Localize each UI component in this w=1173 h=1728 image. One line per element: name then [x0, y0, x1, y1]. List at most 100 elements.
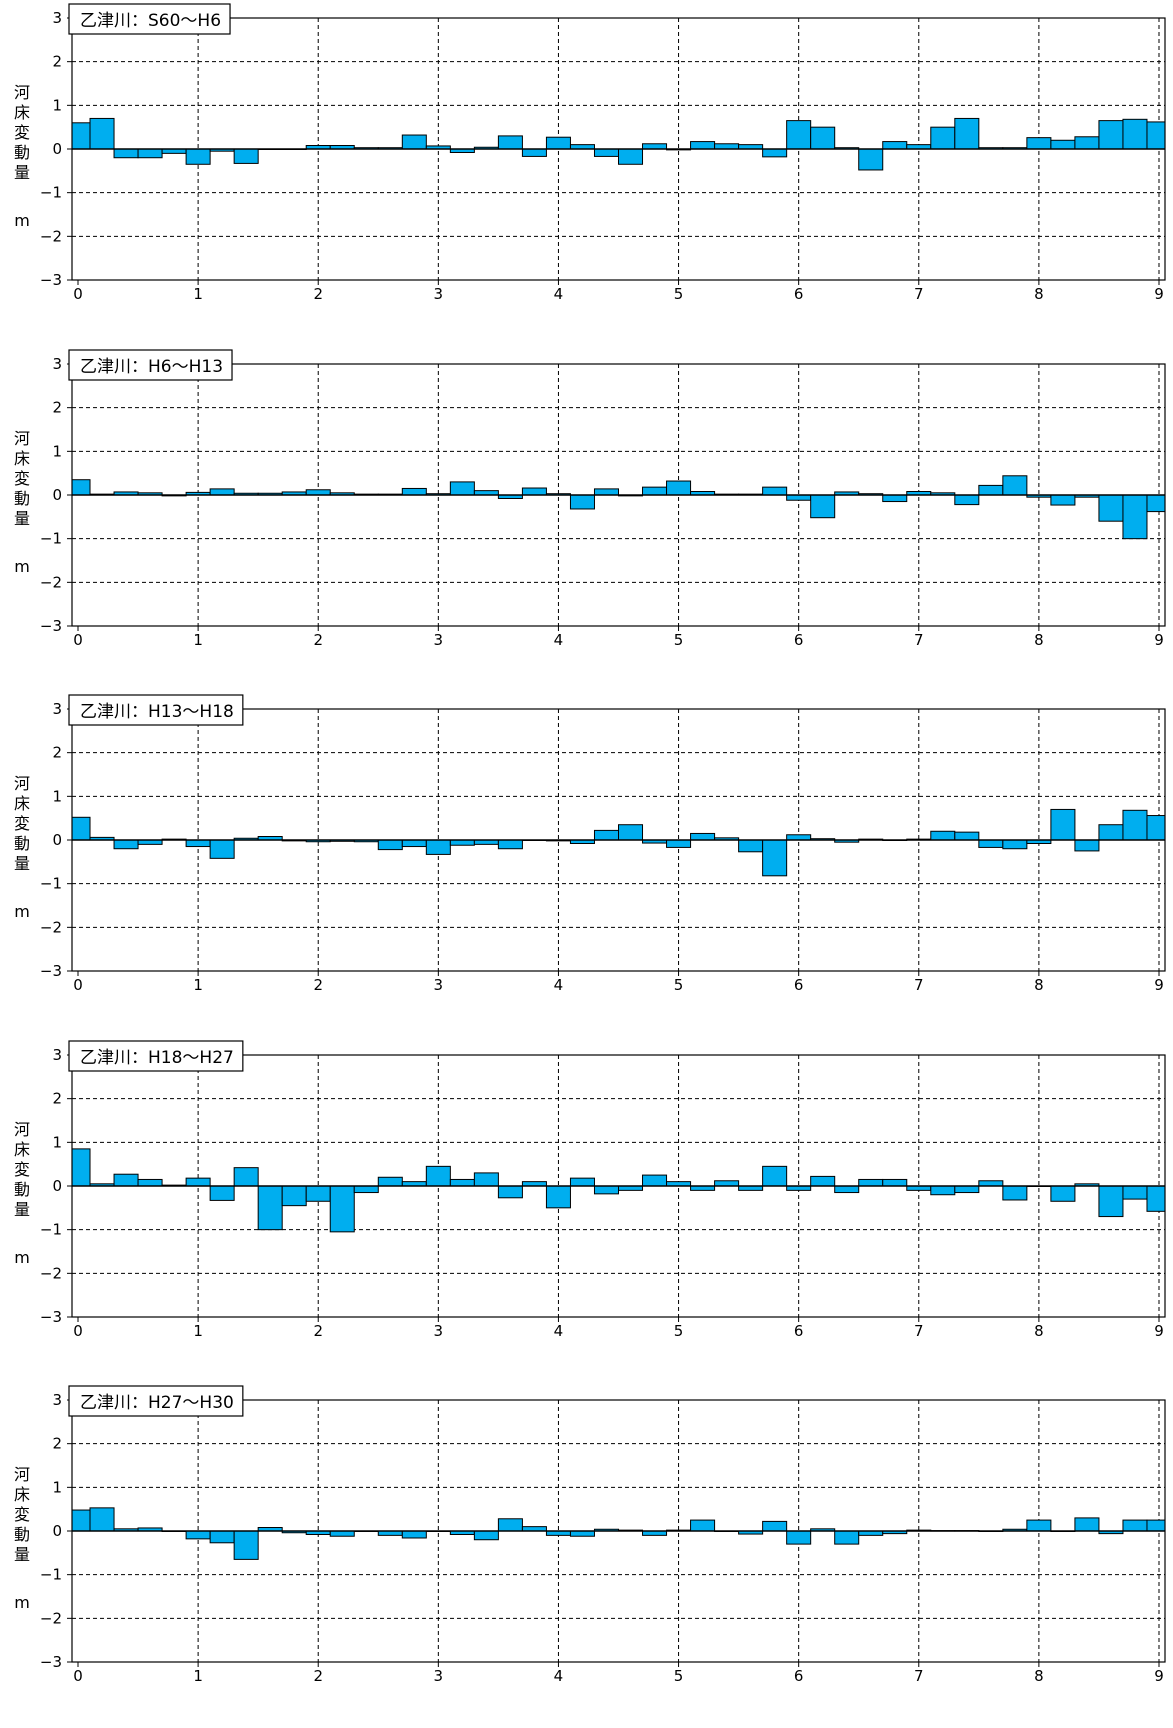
x-tick-label: 8 — [1034, 285, 1044, 303]
x-tick-label: 6 — [794, 1322, 804, 1340]
bar — [377, 1176, 403, 1187]
bar — [1074, 1517, 1100, 1532]
bar — [1002, 1185, 1028, 1200]
y-tick-label: −2 — [40, 918, 62, 936]
bar — [1002, 839, 1028, 850]
x-tick-label: 2 — [313, 976, 323, 994]
y-axis-unit: m — [14, 211, 30, 230]
x-tick-label: 2 — [313, 285, 323, 303]
x-tick-label: 1 — [193, 1322, 203, 1340]
y-axis-label-char: 変 — [14, 814, 30, 833]
bar — [233, 1530, 259, 1560]
x-tick-label: 8 — [1034, 976, 1044, 994]
bar — [1026, 1519, 1052, 1532]
y-tick-label: −2 — [40, 573, 62, 591]
x-tick-label: 7 — [914, 1667, 924, 1685]
bar — [1122, 809, 1148, 841]
y-axis-label-char: 床 — [14, 794, 30, 813]
bar — [1122, 1519, 1148, 1532]
y-tick-label: −1 — [40, 875, 62, 893]
y-tick-label: −3 — [40, 617, 62, 635]
bar — [113, 148, 139, 159]
y-axis-label-char: 河 — [14, 429, 30, 448]
bar — [497, 1185, 523, 1198]
y-axis-unit: m — [14, 902, 30, 921]
bar — [521, 148, 547, 157]
bar — [185, 1530, 211, 1540]
bar — [834, 1185, 860, 1193]
bar — [233, 1166, 259, 1187]
bar — [1050, 139, 1076, 150]
bar — [1122, 1185, 1148, 1200]
y-axis-label-char: 動 — [14, 1525, 30, 1544]
y-tick-label: 3 — [52, 355, 62, 373]
x-tick-label: 2 — [313, 1667, 323, 1685]
bar — [786, 494, 812, 501]
y-tick-label: 2 — [52, 398, 62, 416]
x-tick-label: 5 — [674, 631, 684, 649]
y-tick-label: −2 — [40, 227, 62, 245]
y-axis-label-char: 動 — [14, 834, 30, 853]
y-axis-label-char: 量 — [14, 854, 30, 873]
bar — [449, 839, 475, 846]
bar — [593, 1185, 620, 1194]
y-tick-label: 1 — [52, 96, 62, 114]
chart-title: 乙津川：H13～H18 — [68, 694, 244, 726]
bar — [377, 839, 403, 851]
y-axis-label-char: 量 — [14, 1545, 30, 1564]
x-tick-label: 1 — [193, 631, 203, 649]
bar — [257, 1185, 283, 1230]
bar — [137, 1178, 163, 1186]
y-axis-label-char: 床 — [14, 449, 30, 468]
y-tick-label: −3 — [40, 271, 62, 289]
x-tick-label: 8 — [1034, 1667, 1044, 1685]
bar — [71, 478, 91, 496]
bar — [209, 487, 235, 495]
y-tick-label: 3 — [52, 9, 62, 27]
bar — [1050, 1185, 1076, 1202]
x-tick-label: 6 — [794, 631, 804, 649]
bar — [762, 1520, 788, 1532]
y-axis-unit: m — [14, 1593, 30, 1612]
bar — [473, 1530, 499, 1541]
y-tick-label: −1 — [40, 1566, 62, 1584]
bar — [954, 494, 980, 505]
x-tick-label: 0 — [73, 1667, 83, 1685]
bar — [690, 832, 716, 841]
svg-text:乙津川：H18～H27: 乙津川：H18～H27 — [80, 1048, 234, 1068]
bar — [1146, 121, 1166, 150]
bar — [71, 816, 91, 841]
bar — [593, 148, 620, 157]
x-tick-label: 9 — [1154, 1667, 1164, 1685]
bar — [185, 1177, 211, 1187]
y-tick-label: −1 — [40, 184, 62, 202]
bar — [1098, 120, 1124, 150]
bar — [401, 1530, 427, 1539]
x-tick-label: 7 — [914, 1322, 924, 1340]
bar — [1026, 137, 1052, 150]
bar — [233, 148, 259, 164]
y-tick-label: 2 — [52, 53, 62, 71]
y-axis-label-char: 床 — [14, 1485, 30, 1504]
bar — [954, 831, 980, 841]
chart-title: 乙津川：H6～H13 — [68, 348, 233, 381]
bar — [1002, 474, 1028, 495]
y-axis-label-char: 河 — [14, 1120, 30, 1139]
bar — [666, 480, 692, 496]
x-tick-label: 7 — [914, 976, 924, 994]
bar — [185, 839, 211, 848]
bar — [401, 487, 427, 496]
y-axis-label-char: 量 — [14, 163, 30, 182]
x-tick-label: 6 — [794, 1667, 804, 1685]
bar — [545, 1185, 571, 1208]
bar — [1146, 494, 1166, 512]
bar — [305, 1185, 331, 1202]
bar — [762, 148, 788, 158]
bar — [810, 1175, 836, 1186]
bar — [786, 1530, 812, 1545]
y-tick-label: 3 — [52, 700, 62, 718]
bar — [521, 487, 547, 496]
y-tick-label: −3 — [40, 1308, 62, 1326]
y-tick-label: −1 — [40, 1220, 62, 1238]
